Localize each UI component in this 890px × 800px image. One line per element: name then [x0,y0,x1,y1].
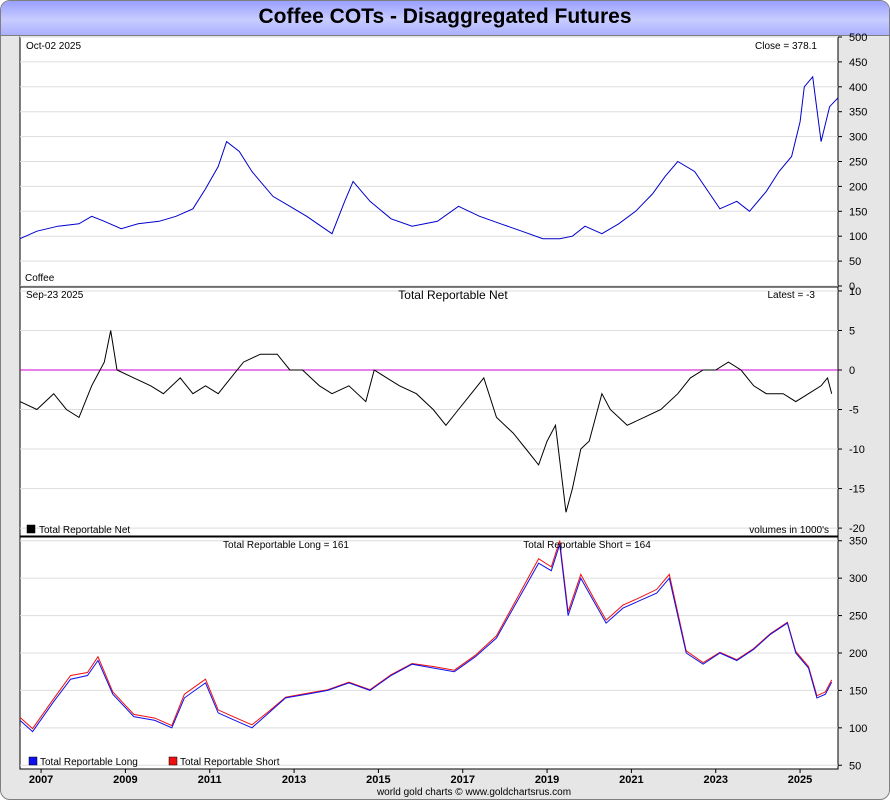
cot-panel: 350 300 250 200 150 100 50 Total Reportable Lo… [19,536,867,772]
y-tick-label: 50 [849,760,861,772]
credit-text: world gold charts © www.goldchartsrus.co… [376,787,571,798]
y-tick-label: -5 [849,405,859,417]
y-tick-label: 150 [849,206,867,218]
short-line [19,540,833,730]
net-legend-swatch [26,524,36,534]
y-tick-label: 0 [849,281,855,293]
x-tick-label: 2015 [366,774,390,786]
short-latest-label: Total Reportable Short = 164 [523,540,651,551]
y-tick-label: 450 [849,57,867,69]
price-panel: 0 50 100 150 200 250 300 350 400 450 500 Oct-02 20… [19,32,867,293]
y-tick-label: 200 [849,181,867,193]
net-panel: 10 5 0 -5 -10 -15 -20 Sep-23 2025 Total Report… [19,286,865,537]
y-tick-label: 50 [849,256,861,268]
long-line [19,544,833,733]
chart-title: Coffee COTs - Disaggregated Futures [258,5,632,28]
long-legend-swatch [28,756,38,766]
x-tick-label: 2021 [619,774,643,786]
net-legend-label: Total Reportable Net [39,525,130,536]
y-tick-label: 250 [849,157,867,169]
x-tick-label: 2011 [198,774,222,786]
x-tick-label: 2017 [450,774,474,786]
cot-y-axis: 350 300 250 200 150 100 50 [838,536,867,772]
x-tick-label: 2025 [788,774,812,786]
price-date-label: Oct-02 2025 [26,41,81,52]
y-tick-label: 200 [849,648,867,660]
y-tick-label: -10 [849,444,865,456]
y-tick-label: 500 [849,32,867,44]
net-date-label: Sep-23 2025 [26,290,84,301]
x-tick-label: 2013 [282,774,306,786]
y-tick-label: -15 [849,484,865,496]
y-tick-label: 300 [849,132,867,144]
short-legend-label: Total Reportable Short [180,757,280,768]
y-tick-label: 350 [849,536,867,548]
y-tick-label: 0 [849,365,855,377]
x-axis: 2007 2009 2011 2013 2015 2017 2019 2021 2023 2025 [29,769,812,786]
y-tick-label: 400 [849,82,867,94]
net-panel-title: Total Reportable Net [398,288,508,302]
net-plot-area [19,286,839,537]
y-tick-label: 350 [849,107,867,119]
volumes-note: volumes in 1000's [749,525,829,536]
y-tick-label: 150 [849,685,867,697]
x-tick-label: 2009 [113,774,137,786]
y-tick-label: 10 [849,286,861,298]
price-close-label: Close = 378.1 [755,41,817,52]
y-tick-label: 100 [849,231,867,243]
short-legend-swatch [168,756,178,766]
net-latest-label: Latest = -3 [767,290,815,301]
long-latest-label: Total Reportable Long = 161 [223,540,349,551]
price-line [19,75,839,240]
y-tick-label: 250 [849,611,867,623]
x-tick-label: 2019 [535,774,559,786]
net-line [19,330,833,513]
y-tick-label: 100 [849,723,867,735]
price-grid [20,36,838,287]
price-y-axis: 0 50 100 150 200 250 300 350 400 450 500 [838,32,867,293]
net-y-axis: 10 5 0 -5 -10 -15 -20 [838,286,865,535]
title-bar: Coffee COTs - Disaggregated Futures [1,1,889,36]
long-legend-label: Total Reportable Long [40,757,138,768]
price-corner-label: Coffee [25,273,55,284]
x-tick-label: 2023 [703,774,727,786]
y-tick-label: -20 [849,523,865,535]
y-tick-label: 5 [849,325,855,337]
y-tick-label: 300 [849,573,867,585]
x-tick-label: 2007 [29,774,53,786]
cot-grid [20,540,838,766]
